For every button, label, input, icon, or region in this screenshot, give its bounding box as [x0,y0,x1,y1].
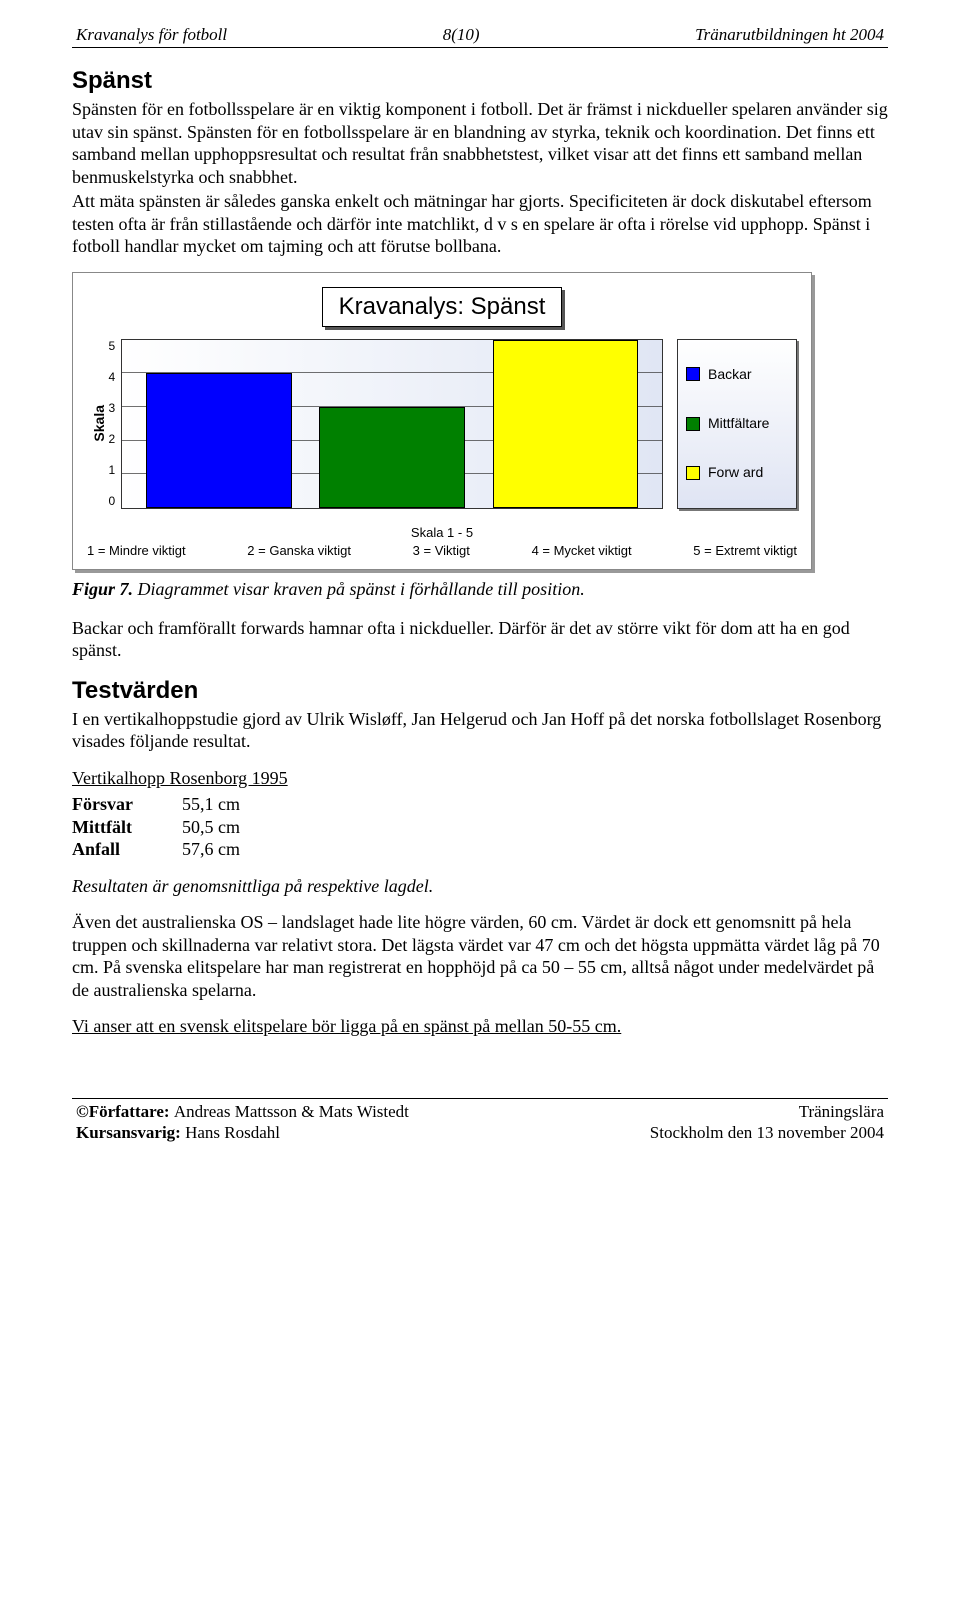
chart-scale-item: 2 = Ganska viktigt [247,543,351,559]
chart-scale-label: Skala 1 - 5 [87,525,797,541]
chart-bar [146,373,292,507]
legend-label: Backar [708,366,752,384]
page-footer: ©Författare: Andreas Mattsson & Mats Wis… [72,1098,888,1144]
legend-swatch [686,417,700,431]
chart-legend-item: Backar [686,366,788,384]
body-paragraph: I en vertikalhoppstudie gjord av Ulrik W… [72,708,888,753]
footer-authors: ©Författare: Andreas Mattsson & Mats Wis… [76,1101,409,1122]
section-title-testvarden: Testvärden [72,676,888,706]
chart-ytick: 4 [109,370,116,385]
header-left: Kravanalys för fotboll [76,24,227,45]
chart-scale-legend: 1 = Mindre viktigt 2 = Ganska viktigt 3 = … [87,543,797,559]
chart-scale-item: 5 = Extremt viktigt [693,543,797,559]
chart-scale-item: 1 = Mindre viktigt [87,543,186,559]
table-row: Försvar55,1 cm [72,793,888,816]
footer-right2: Stockholm den 13 november 2004 [650,1122,884,1143]
legend-swatch [686,367,700,381]
conclusion-text: Vi anser att en svensk elitspelare bör l… [72,1015,888,1038]
figure-label: Figur 7. [72,579,133,599]
table-note: Resultaten är genomsnittliga på respekti… [72,875,888,898]
figure-caption: Figur 7. Diagrammet visar kraven på spän… [72,578,888,601]
chart-scale-item: 4 = Mycket viktigt [532,543,632,559]
table-row: Anfall57,6 cm [72,838,888,861]
legend-label: Forw ard [708,464,763,482]
table-row-label: Mittfält [72,816,182,839]
legend-label: Mittfältare [708,415,769,433]
figure-text: Diagrammet visar kraven på spänst i förh… [133,579,585,599]
table-row-value: 57,6 cm [182,838,240,861]
header-center: 8(10) [443,24,480,45]
table-row-value: 55,1 cm [182,793,240,816]
chart-ylabel: Skala [87,405,109,442]
chart-container: Kravanalys: Spänst Skala 5 4 3 2 1 0 Backar Mi… [72,272,812,571]
chart-legend-item: Mittfältare [686,415,788,433]
body-paragraph: Backar och framförallt forwards hamnar o… [72,617,888,662]
chart-legend: Backar Mittfältare Forw ard [677,339,797,509]
chart-ytick: 0 [109,494,116,509]
body-paragraph: Även det australienska OS – landslaget h… [72,911,888,1001]
table-row-value: 50,5 cm [182,816,240,839]
chart-ytick: 3 [109,401,116,416]
chart-bar [493,340,639,508]
header-right: Tränarutbildningen ht 2004 [695,24,884,45]
chart-plot-area [121,339,663,509]
table-row-label: Försvar [72,793,182,816]
body-paragraph: Spänsten för en fotbollsspelare är en vi… [72,98,888,188]
body-paragraph: Att mäta spänsten är således ganska enke… [72,190,888,258]
table-row-label: Anfall [72,838,182,861]
chart-yticks: 5 4 3 2 1 0 [109,339,122,509]
chart-scale-item: 3 = Viktigt [413,543,470,559]
legend-swatch [686,466,700,480]
chart-ytick: 1 [109,463,116,478]
footer-right1: Träningslära [799,1101,884,1122]
chart-legend-item: Forw ard [686,464,788,482]
section-title-spanst: Spänst [72,66,888,96]
chart-ytick: 5 [109,339,116,354]
chart-ytick: 2 [109,432,116,447]
chart-bar [319,407,465,508]
chart-title: Kravanalys: Spänst [322,287,563,327]
table-title: Vertikalhopp Rosenborg 1995 [72,767,888,790]
table-row: Mittfält50,5 cm [72,816,888,839]
testvarden-table: Försvar55,1 cmMittfält50,5 cmAnfall57,6 … [72,793,888,861]
page-header: Kravanalys för fotboll 8(10) Tränarutbil… [72,24,888,48]
footer-course: Kursansvarig: Hans Rosdahl [76,1122,280,1143]
